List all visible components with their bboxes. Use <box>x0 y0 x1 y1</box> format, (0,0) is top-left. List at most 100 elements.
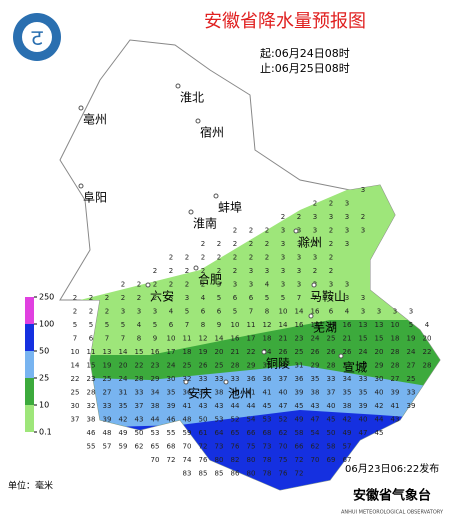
grid-value: 21 <box>231 348 240 356</box>
grid-value: 86 <box>231 470 240 478</box>
agency: 安徽省气象台 <box>353 488 431 504</box>
grid-value: 3 <box>313 227 317 235</box>
city-label: 芜湖 <box>313 320 337 335</box>
city-label: 合肥 <box>198 272 222 287</box>
grid-value: 2 <box>121 294 125 302</box>
grid-value: 43 <box>311 402 320 410</box>
grid-value: 2 <box>169 254 173 262</box>
grid-value: 68 <box>263 429 272 437</box>
grid-value: 74 <box>183 456 192 464</box>
grid-value: 2 <box>185 281 189 289</box>
grid-value: 69 <box>327 456 336 464</box>
city-label: 亳州 <box>83 112 107 127</box>
title: 安徽省降水量预报图 <box>204 11 366 32</box>
grid-value: 3 <box>297 254 301 262</box>
city-dot <box>78 105 84 111</box>
grid-value: 26 <box>199 362 208 370</box>
legend-label: 0.1 <box>39 428 52 437</box>
grid-value: 2 <box>137 281 141 289</box>
grid-value: 38 <box>199 389 208 397</box>
city-dot <box>188 209 194 215</box>
grid-value: 5 <box>409 321 413 329</box>
grid-value: 40 <box>279 389 288 397</box>
grid-value: 3 <box>281 254 285 262</box>
legend-label: 100 <box>39 320 54 329</box>
grid-value: 3 <box>377 308 381 316</box>
grid-value: 32 <box>183 375 192 383</box>
end-time: 止:06月25日08时 <box>260 62 350 75</box>
grid-value: 3 <box>345 227 349 235</box>
grid-value: 36 <box>247 375 256 383</box>
grid-value: 7 <box>313 294 317 302</box>
grid-value: 13 <box>103 348 112 356</box>
grid-value: 47 <box>279 402 288 410</box>
grid-value: 36 <box>183 389 192 397</box>
grid-value: 18 <box>183 348 192 356</box>
grid-value: 17 <box>167 348 176 356</box>
grid-value: 45 <box>327 416 336 424</box>
city-dot <box>308 313 314 319</box>
grid-value: 20 <box>119 362 128 370</box>
grid-value: 2 <box>329 267 333 275</box>
grid-value: 2 <box>217 254 221 262</box>
grid-value: 2 <box>89 294 93 302</box>
grid-value: 76 <box>279 470 288 478</box>
grid-value: 3 <box>249 281 253 289</box>
city-dot <box>261 349 267 355</box>
grid-value: 3 <box>361 186 365 194</box>
grid-value: 72 <box>295 470 304 478</box>
grid-value: 59 <box>119 443 128 451</box>
grid-value: 2 <box>281 213 285 221</box>
grid-value: 33 <box>231 375 240 383</box>
grid-value: 3 <box>185 294 189 302</box>
grid-value: 2 <box>105 294 109 302</box>
grid-value: 19 <box>199 348 208 356</box>
grid-value: 2 <box>89 308 93 316</box>
grid-value: 4 <box>265 281 270 289</box>
grid-value: 3 <box>361 294 365 302</box>
grid-value: 10 <box>231 321 240 329</box>
grid-value: 6 <box>217 308 222 316</box>
grid-value: 33 <box>359 375 368 383</box>
grid-value: 16 <box>343 321 352 329</box>
grid-value: 42 <box>119 416 128 424</box>
grid-value: 6 <box>169 321 174 329</box>
grid-value: 43 <box>215 402 224 410</box>
grid-value: 38 <box>151 402 160 410</box>
grid-value: 3 <box>345 281 349 289</box>
city-label: 铜陵 <box>266 356 290 371</box>
grid-value: 36 <box>295 375 304 383</box>
grid-value: 80 <box>247 470 256 478</box>
grid-value: 3 <box>297 240 301 248</box>
grid-value: 55 <box>167 429 176 437</box>
grid-value: 5 <box>153 321 157 329</box>
city-label: 马鞍山 <box>310 289 346 304</box>
grid-value: 27 <box>391 375 400 383</box>
grid-value: 65 <box>231 429 240 437</box>
grid-value: 2 <box>137 294 141 302</box>
grid-value: 19 <box>103 362 112 370</box>
grid-value: 23 <box>295 335 304 343</box>
grid-value: 38 <box>343 402 352 410</box>
grid-value: 38 <box>87 416 96 424</box>
grid-value: 48 <box>103 429 112 437</box>
grid-value: 25 <box>215 362 224 370</box>
grid-value: 73 <box>215 443 224 451</box>
grid-value: 40 <box>359 416 368 424</box>
grid-value: 76 <box>231 443 240 451</box>
grid-value: 62 <box>311 443 320 451</box>
grid-value: 3 <box>313 254 317 262</box>
grid-value: 11 <box>87 348 96 356</box>
grid-value: 3 <box>281 240 285 248</box>
grid-value: 28 <box>327 362 336 370</box>
grid-value: 52 <box>231 416 240 424</box>
grid-value: 35 <box>343 389 352 397</box>
grid-value: 50 <box>199 416 208 424</box>
grid-value: 31 <box>119 389 128 397</box>
grid-value: 3 <box>233 281 237 289</box>
grid-value: 62 <box>279 429 288 437</box>
grid-value: 14 <box>279 321 288 329</box>
grid-value: 3 <box>329 213 333 221</box>
logo: ट <box>13 13 61 61</box>
